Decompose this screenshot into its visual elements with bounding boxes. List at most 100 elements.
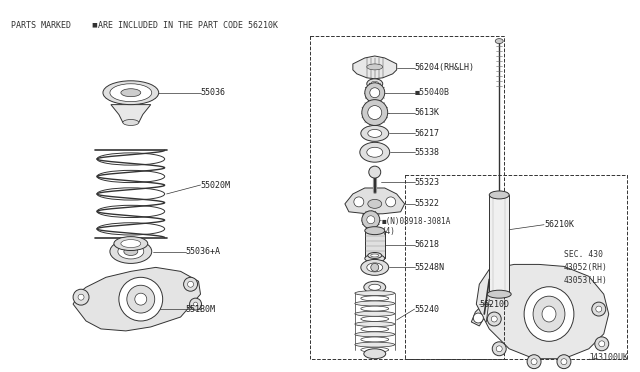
Ellipse shape — [110, 240, 152, 263]
Text: 55338: 55338 — [415, 148, 440, 157]
Polygon shape — [476, 264, 609, 359]
Text: 55323: 55323 — [415, 177, 440, 186]
Text: 55322: 55322 — [415, 199, 440, 208]
Circle shape — [365, 83, 385, 103]
Ellipse shape — [355, 332, 395, 337]
Circle shape — [370, 88, 380, 98]
Ellipse shape — [367, 79, 383, 89]
Circle shape — [474, 313, 483, 323]
Ellipse shape — [371, 81, 379, 86]
Circle shape — [596, 306, 602, 312]
Polygon shape — [345, 188, 404, 214]
Ellipse shape — [355, 321, 395, 327]
Text: 56204(RH&LH): 56204(RH&LH) — [415, 63, 475, 73]
Ellipse shape — [369, 284, 381, 290]
Polygon shape — [353, 56, 397, 79]
Ellipse shape — [364, 281, 386, 293]
Circle shape — [557, 355, 571, 369]
Polygon shape — [471, 298, 489, 326]
Bar — [310, 36, 504, 359]
Ellipse shape — [367, 263, 383, 272]
Circle shape — [73, 289, 89, 305]
Ellipse shape — [361, 327, 388, 332]
Circle shape — [487, 312, 501, 326]
Text: 56210K: 56210K — [544, 220, 574, 229]
Ellipse shape — [371, 254, 379, 257]
Ellipse shape — [364, 349, 386, 359]
Ellipse shape — [365, 227, 385, 235]
Circle shape — [193, 302, 198, 306]
Ellipse shape — [103, 81, 159, 105]
Circle shape — [386, 197, 396, 207]
Ellipse shape — [361, 306, 388, 311]
Ellipse shape — [121, 240, 141, 247]
Polygon shape — [73, 267, 200, 331]
Ellipse shape — [368, 129, 381, 137]
Circle shape — [188, 281, 193, 287]
Ellipse shape — [524, 287, 574, 341]
Ellipse shape — [489, 191, 509, 199]
Circle shape — [531, 359, 537, 365]
Ellipse shape — [495, 39, 503, 44]
Ellipse shape — [533, 296, 565, 332]
Bar — [489, 195, 509, 294]
Circle shape — [367, 216, 375, 224]
Ellipse shape — [355, 291, 395, 296]
Circle shape — [184, 277, 198, 291]
Text: PARTS MARKED: PARTS MARKED — [12, 21, 71, 30]
Text: 56218: 56218 — [415, 240, 440, 249]
Ellipse shape — [367, 147, 383, 157]
Ellipse shape — [123, 119, 139, 125]
Circle shape — [362, 100, 388, 125]
Circle shape — [354, 197, 364, 207]
Ellipse shape — [368, 253, 381, 259]
Circle shape — [78, 294, 84, 300]
Circle shape — [496, 346, 502, 352]
Circle shape — [127, 285, 155, 313]
Ellipse shape — [361, 259, 388, 275]
Ellipse shape — [367, 64, 383, 70]
Bar — [404, 175, 627, 359]
Ellipse shape — [360, 142, 390, 162]
Circle shape — [599, 341, 605, 347]
Circle shape — [371, 263, 379, 271]
Polygon shape — [111, 105, 151, 122]
Ellipse shape — [361, 125, 388, 141]
Text: 55248N: 55248N — [415, 263, 445, 272]
Ellipse shape — [487, 290, 511, 298]
Text: ◼55040B: ◼55040B — [415, 88, 449, 97]
Ellipse shape — [355, 311, 395, 316]
Circle shape — [561, 359, 567, 365]
Text: 551B0M: 551B0M — [186, 305, 216, 314]
Ellipse shape — [355, 342, 395, 347]
Text: 55036: 55036 — [200, 88, 225, 97]
Text: 56217: 56217 — [415, 129, 440, 138]
Ellipse shape — [121, 89, 141, 97]
Text: ◼(N)08918-3081A: ◼(N)08918-3081A — [381, 217, 451, 226]
Circle shape — [492, 316, 497, 322]
Text: ARE INCLUDED IN THE PART CODE 56210K: ARE INCLUDED IN THE PART CODE 56210K — [98, 21, 278, 30]
Circle shape — [189, 298, 202, 310]
Ellipse shape — [114, 237, 148, 250]
Text: J43100UK: J43100UK — [589, 353, 628, 362]
Ellipse shape — [361, 296, 388, 301]
Circle shape — [368, 106, 381, 119]
Ellipse shape — [542, 306, 556, 322]
Text: SEC. 430
43052(RH)
43053(LH): SEC. 430 43052(RH) 43053(LH) — [564, 250, 608, 285]
Text: (4): (4) — [381, 227, 396, 236]
Ellipse shape — [365, 254, 385, 262]
Circle shape — [492, 342, 506, 356]
Bar — [365, 231, 385, 259]
Ellipse shape — [361, 347, 388, 352]
Ellipse shape — [368, 199, 381, 208]
Text: 55036+A: 55036+A — [186, 247, 221, 256]
Text: 5613K: 5613K — [415, 108, 440, 117]
Circle shape — [119, 277, 163, 321]
Ellipse shape — [361, 317, 388, 321]
Text: 55240: 55240 — [415, 305, 440, 314]
Ellipse shape — [110, 84, 152, 102]
Ellipse shape — [118, 244, 144, 259]
Circle shape — [592, 302, 605, 316]
Circle shape — [135, 293, 147, 305]
Text: 56210D: 56210D — [479, 299, 509, 309]
